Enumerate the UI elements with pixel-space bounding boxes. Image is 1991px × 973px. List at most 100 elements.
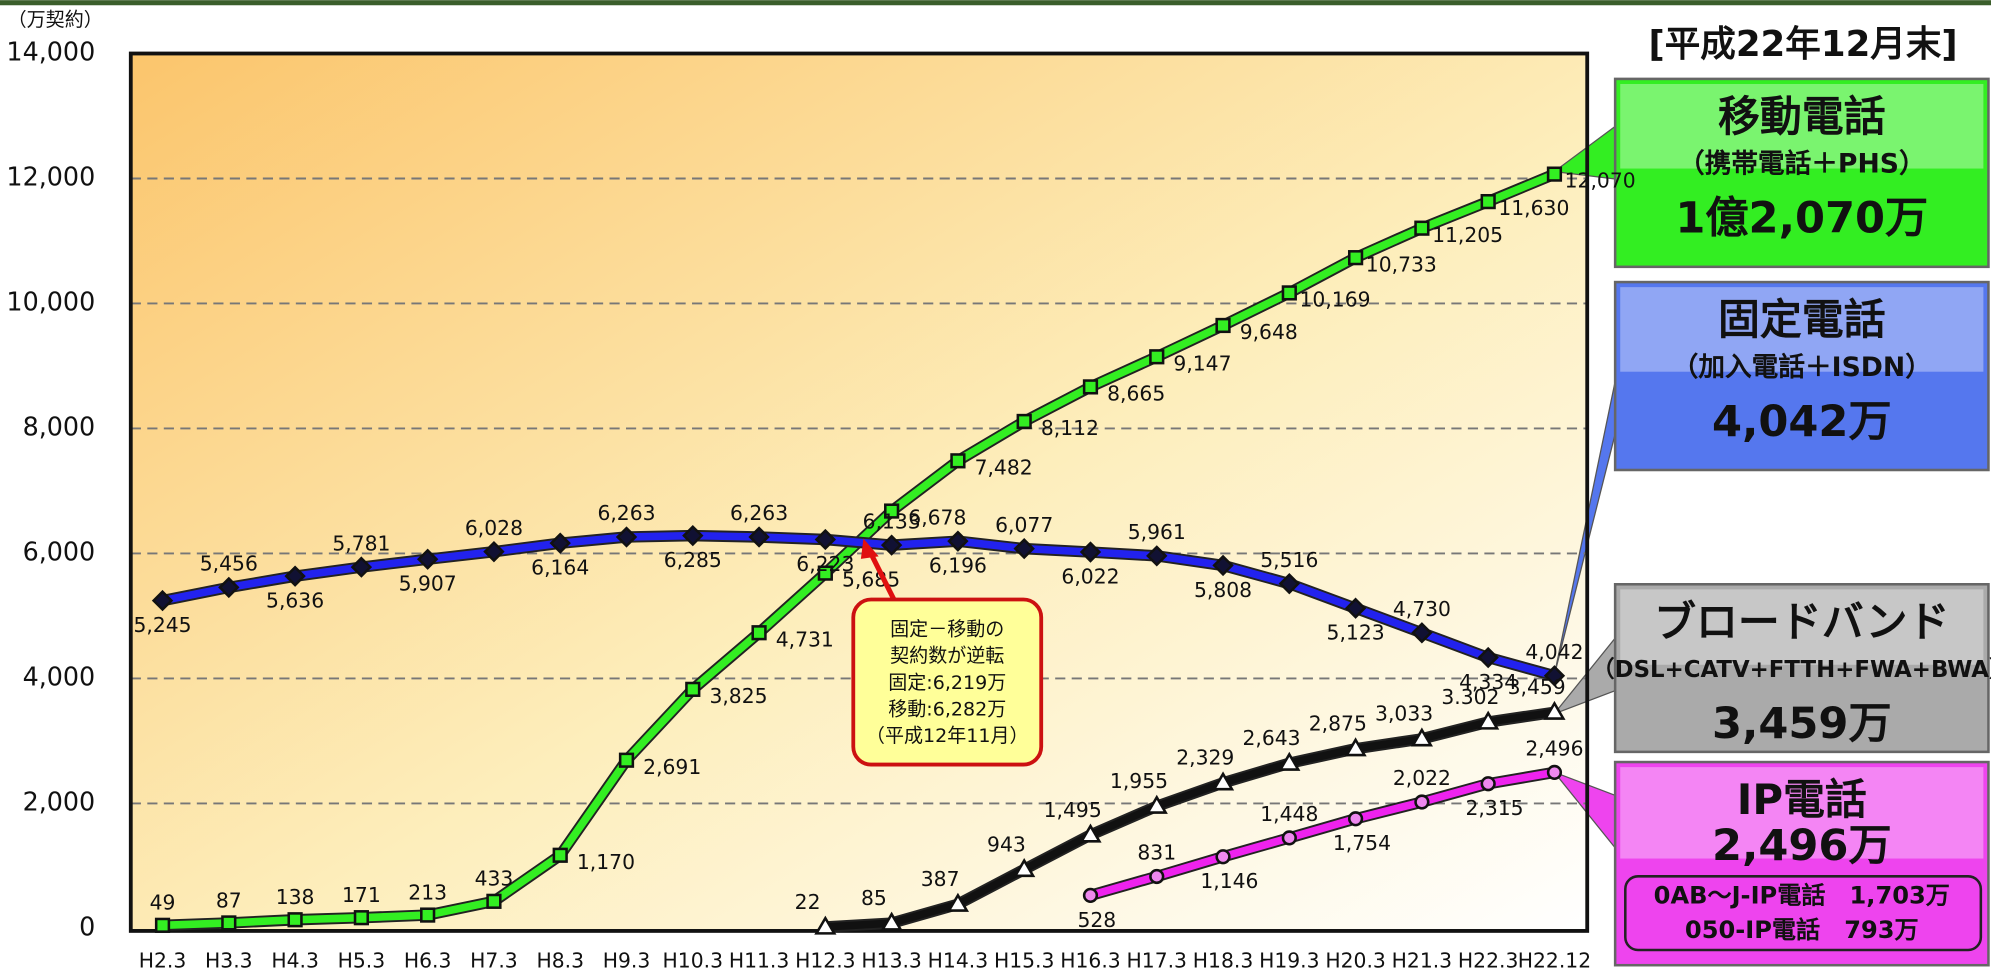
data-label: 2,643	[1242, 726, 1300, 750]
data-label: 9,648	[1240, 320, 1298, 344]
marker	[552, 847, 568, 863]
series-detail: 050-IP電話 793万	[1685, 916, 1919, 944]
data-label: 5,516	[1260, 548, 1318, 572]
data-label: 22	[795, 890, 821, 914]
data-label: 387	[921, 867, 960, 891]
y-tick-label: 8,000	[23, 411, 96, 441]
data-label: 3,825	[709, 684, 767, 708]
data-label: 213	[408, 880, 447, 904]
annotation-arrowhead	[860, 538, 879, 559]
series-name: 移動電話	[1718, 92, 1886, 141]
marker	[1149, 349, 1165, 365]
callout-box	[1613, 280, 1990, 472]
x-tick-label: H14.3	[928, 948, 988, 972]
callout-shine	[1620, 83, 1984, 169]
marker	[1347, 250, 1364, 266]
x-tick-label: H20.3	[1325, 948, 1385, 972]
data-label: 11,205	[1432, 223, 1503, 247]
marker	[1211, 771, 1235, 791]
as-of: [平成22年12月末]	[1648, 24, 1957, 65]
data-label: 12,070	[1565, 169, 1636, 193]
marker	[814, 528, 837, 551]
data-label: 5,456	[200, 552, 258, 576]
data-label: 9,147	[1173, 351, 1231, 375]
data-label: 6,133	[863, 509, 921, 533]
data-label: 87	[216, 888, 242, 912]
callout-shine	[1620, 767, 1984, 859]
series-detail: 0AB～J-IP電話 1,703万	[1654, 882, 1950, 910]
data-label: 8,112	[1041, 416, 1099, 440]
marker	[420, 907, 436, 923]
annotation-text: （平成12年11月）	[866, 725, 1029, 747]
data-label: 10,733	[1366, 252, 1437, 276]
marker	[751, 625, 767, 641]
x-tick-label: H3.3	[205, 948, 253, 972]
data-label: 5,961	[1128, 520, 1186, 544]
series-total: 2,496万	[1712, 821, 1892, 871]
marker	[817, 565, 833, 581]
x-tick-label: H13.3	[861, 948, 921, 972]
marker	[486, 893, 502, 909]
marker	[1543, 700, 1566, 720]
marker	[682, 524, 704, 547]
data-label: 5,907	[399, 572, 457, 596]
data-label: 5,245	[133, 613, 191, 637]
data-label: 943	[987, 832, 1026, 856]
marker	[1410, 727, 1433, 747]
x-tick-label: H2.3	[139, 948, 187, 972]
marker	[1546, 166, 1563, 182]
data-label: 11,630	[1498, 196, 1569, 220]
marker	[1149, 868, 1165, 885]
marker	[1344, 737, 1367, 757]
data-label: 85	[861, 886, 887, 910]
data-label: 2,875	[1309, 712, 1367, 736]
marker	[880, 911, 903, 931]
marker	[287, 912, 303, 928]
data-label: 5,781	[332, 531, 390, 555]
marker	[1212, 554, 1234, 577]
annotation-text: 固定:6,219万	[888, 672, 1006, 694]
x-tick-label: H7.3	[470, 948, 518, 972]
series-name: 固定電話	[1718, 295, 1886, 344]
series-total: 3,459万	[1712, 699, 1892, 749]
data-label: 6,022	[1061, 564, 1119, 588]
plot-frame	[128, 51, 1590, 933]
x-tick-label: H22.12	[1518, 948, 1591, 972]
marker	[1278, 751, 1301, 771]
marker	[350, 556, 373, 578]
y-tick-label: 6,000	[23, 536, 96, 566]
marker	[1013, 537, 1035, 560]
marker	[1079, 823, 1102, 843]
annotation-text: 固定－移動の	[890, 618, 1004, 640]
annotation-text: 移動:6,282万	[888, 698, 1006, 720]
marker	[1281, 285, 1297, 301]
data-label: 3,033	[1375, 702, 1433, 726]
marker	[549, 532, 571, 554]
x-tick-label: H9.3	[603, 948, 651, 972]
series-name: IP電話	[1737, 775, 1867, 824]
data-label: 5,123	[1327, 621, 1385, 645]
series-line	[161, 531, 1556, 680]
details-box	[1624, 875, 1983, 952]
data-label: 3.302	[1441, 685, 1499, 709]
marker	[1543, 665, 1566, 687]
callout-box	[1613, 583, 1990, 754]
data-label: 831	[1137, 841, 1176, 865]
marker	[218, 576, 240, 599]
x-tick-label: H18.3	[1193, 948, 1253, 972]
marker	[1215, 849, 1231, 865]
marker	[748, 526, 770, 548]
data-label: 1,955	[1110, 769, 1168, 793]
marker	[1215, 317, 1231, 334]
x-tick-label: H16.3	[1060, 948, 1120, 972]
x-tick-label: H12.3	[795, 948, 855, 972]
marker	[618, 752, 635, 768]
callout-box	[1613, 760, 1990, 967]
annotation-text: 契約数が逆転	[890, 645, 1004, 667]
data-label: 6,678	[908, 506, 966, 530]
marker	[1281, 830, 1297, 846]
marker	[880, 534, 903, 556]
marker	[1145, 794, 1168, 814]
